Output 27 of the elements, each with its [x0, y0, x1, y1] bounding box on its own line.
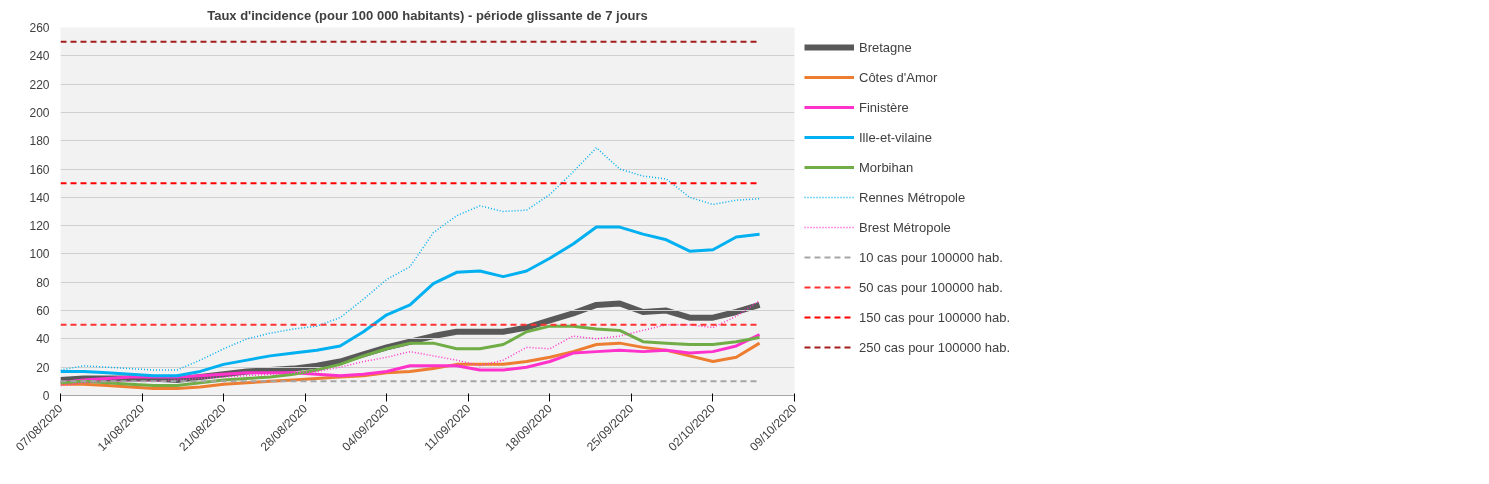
y-tick-label: 100: [29, 247, 50, 262]
y-tick-label: 160: [29, 162, 50, 177]
legend-label: Morbihan: [859, 159, 914, 175]
legend-label: 10 cas pour 100000 hab.: [859, 249, 1003, 265]
y-tick-label: 260: [29, 21, 50, 35]
y-tick-label: 200: [29, 105, 50, 120]
y-tick-label: 80: [36, 275, 50, 290]
legend-label: 150 cas pour 100000 hab.: [859, 309, 1011, 325]
y-tick-label: 20: [36, 360, 50, 375]
y-tick-label: 240: [29, 49, 50, 64]
y-tick-label: 0: [42, 389, 50, 403]
y-tick-label: 60: [36, 304, 50, 319]
line-series: [60, 324, 762, 388]
legend-label: Brest Métropole: [859, 219, 951, 235]
y-tick-label: 180: [29, 134, 50, 149]
y-tick-label: 40: [36, 332, 50, 347]
legend-label: 50 cas pour 100000 hab.: [859, 279, 1003, 295]
y-tick-label: 120: [29, 219, 50, 234]
legend-label: Finistère: [859, 99, 909, 115]
chart-title: Taux d'incidence (pour 100 000 habitants) - période glissante de 7 jours: [207, 7, 648, 23]
legend-label: Bretagne: [859, 39, 912, 55]
legend-label: Rennes Métropole: [859, 189, 966, 205]
y-tick-label: 140: [29, 190, 50, 205]
legend-label: 250 cas pour 100000 hab.: [859, 339, 1011, 355]
legend-label: Côtes d'Amor: [859, 69, 938, 85]
legend-label: Ille-et-vilaine: [859, 129, 932, 145]
y-tick-label: 220: [29, 77, 50, 92]
